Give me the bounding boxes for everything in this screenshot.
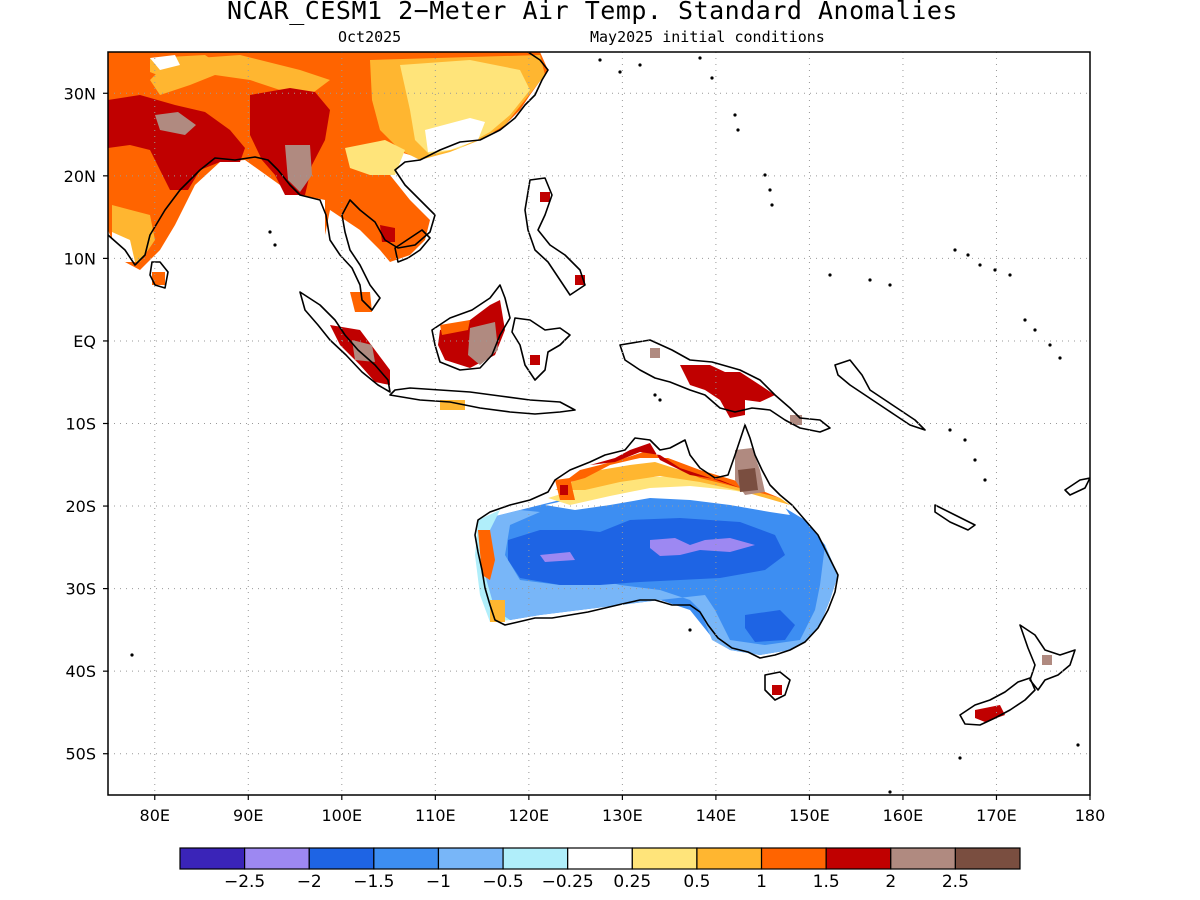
x-tick-label: 100E <box>321 806 362 825</box>
y-tick-label: 30S <box>65 580 96 599</box>
colorbar-swatch <box>308 847 375 870</box>
x-tick-label: 90E <box>233 806 263 825</box>
colorbar-swatch <box>437 847 504 870</box>
x-tick-label: 80E <box>140 806 170 825</box>
colorbar-swatch <box>696 847 763 870</box>
colorbar-swatch <box>825 847 892 870</box>
forecast-month: Oct2025 <box>338 28 402 46</box>
anomaly-field <box>108 52 1052 722</box>
australia-region <box>475 443 838 695</box>
x-tick-label: 130E <box>602 806 643 825</box>
asia-coastline <box>108 52 549 311</box>
colorbar-swatch <box>502 847 569 870</box>
colorbar-label: −2.5 <box>224 872 265 892</box>
colorbar-swatch <box>567 847 633 870</box>
colorbar-swatch <box>244 847 310 870</box>
new-zealand-region <box>975 655 1052 722</box>
new-zealand-coastline <box>1019 624 1076 691</box>
colorbar-label: 2 <box>885 872 896 892</box>
colorbar: −2.5 −2 −1.5 −1 −0.5 −0.25 0.25 0.5 1 1.5 2 2.5 <box>179 847 1021 892</box>
colorbar-label: −0.5 <box>482 872 523 892</box>
colorbar-swatch <box>179 847 246 870</box>
x-tick-label: 140E <box>696 806 737 825</box>
colorbar-label: 0.25 <box>613 872 651 892</box>
y-axis-ticks: 30N 20N 10N EQ 10S 20S 30S 40S 50S <box>64 84 108 764</box>
x-tick-label: 120E <box>509 806 550 825</box>
colorbar-label: 0.5 <box>683 872 710 892</box>
maritime-warm-region <box>330 192 802 425</box>
x-axis-ticks: 80E 90E 100E 110E 120E 130E 140E 150E 160E 170E 18… <box>140 795 1106 825</box>
colorbar-swatch <box>373 847 440 870</box>
colorbar-swatch <box>631 847 698 870</box>
colorbar-swatch <box>890 847 956 870</box>
colorbar-label: −1.5 <box>353 872 394 892</box>
y-tick-label: 10N <box>64 249 96 268</box>
colorbar-label: 2.5 <box>942 872 969 892</box>
colorbar-label: 1.5 <box>813 872 840 892</box>
colorbar-label: 1 <box>756 872 767 892</box>
initial-conditions: May2025 initial conditions <box>590 28 825 46</box>
x-tick-label: 150E <box>789 806 830 825</box>
colorbar-label: −0.25 <box>542 872 594 892</box>
colorbar-label: −2 <box>297 872 322 892</box>
y-tick-label: 10S <box>65 415 96 434</box>
y-tick-label: EQ <box>73 332 96 351</box>
y-tick-label: 30N <box>64 84 96 103</box>
x-tick-label: 170E <box>976 806 1017 825</box>
colorbar-label: −1 <box>426 872 451 892</box>
y-tick-label: 40S <box>65 662 96 681</box>
x-tick-label: 110E <box>415 806 456 825</box>
y-tick-label: 50S <box>65 745 96 764</box>
colorbar-swatch <box>954 847 1021 870</box>
australia-coastline <box>474 424 839 659</box>
coastlines <box>108 52 1090 726</box>
y-tick-label: 20S <box>65 497 96 516</box>
y-tick-label: 20N <box>64 167 96 186</box>
asia-warm-region <box>108 52 548 285</box>
chart-title: NCAR_CESM1 2−Meter Air Temp. Standard An… <box>227 0 958 25</box>
x-tick-label: 180 <box>1075 806 1106 825</box>
x-tick-label: 160E <box>883 806 924 825</box>
colorbar-swatch <box>760 847 827 870</box>
islands <box>130 56 1080 794</box>
